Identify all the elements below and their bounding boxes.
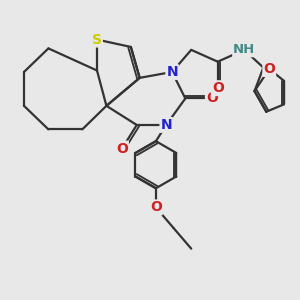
Text: NH: NH (233, 44, 255, 56)
Text: O: O (206, 92, 218, 106)
Text: O: O (212, 81, 224, 95)
Text: O: O (116, 142, 128, 155)
Text: N: N (160, 118, 172, 132)
Text: N: N (166, 65, 178, 79)
Text: O: O (150, 200, 162, 214)
Text: O: O (263, 62, 275, 76)
Text: S: S (92, 33, 102, 46)
